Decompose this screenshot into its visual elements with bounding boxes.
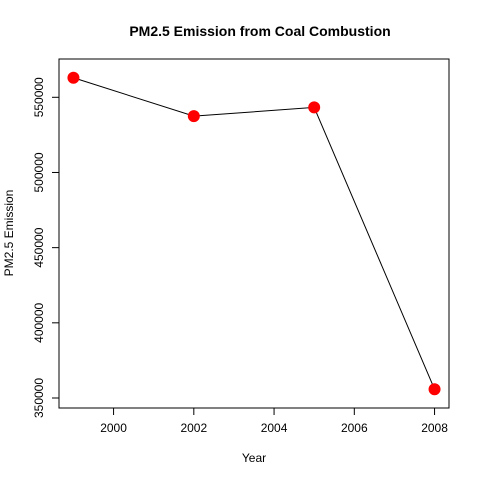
y-tick-label: 550000 [32,77,46,117]
series-layer [67,71,441,396]
x-tick-label: 2008 [421,421,448,435]
y-axis: 350000 400000 450000 500000 550000 [32,77,60,418]
y-tick-label: 350000 [32,378,46,418]
x-tick-label: 2000 [100,421,127,435]
series-line [73,77,436,390]
x-tick-label: 2002 [180,421,207,435]
chart-title: PM2.5 Emission from Coal Combustion [129,23,390,39]
x-tick-label: 2004 [261,421,288,435]
data-point [308,101,321,114]
y-axis-label: PM2.5 Emission [2,190,16,277]
data-point [67,71,80,84]
x-axis-label: Year [242,451,266,465]
x-tick-label: 2006 [341,421,368,435]
y-tick-label: 450000 [32,227,46,267]
data-point [428,383,441,396]
data-point [187,110,200,123]
y-tick-label: 400000 [32,302,46,342]
x-axis: 2000 2002 2004 2006 2008 [100,407,448,435]
y-tick-label: 500000 [32,152,46,192]
